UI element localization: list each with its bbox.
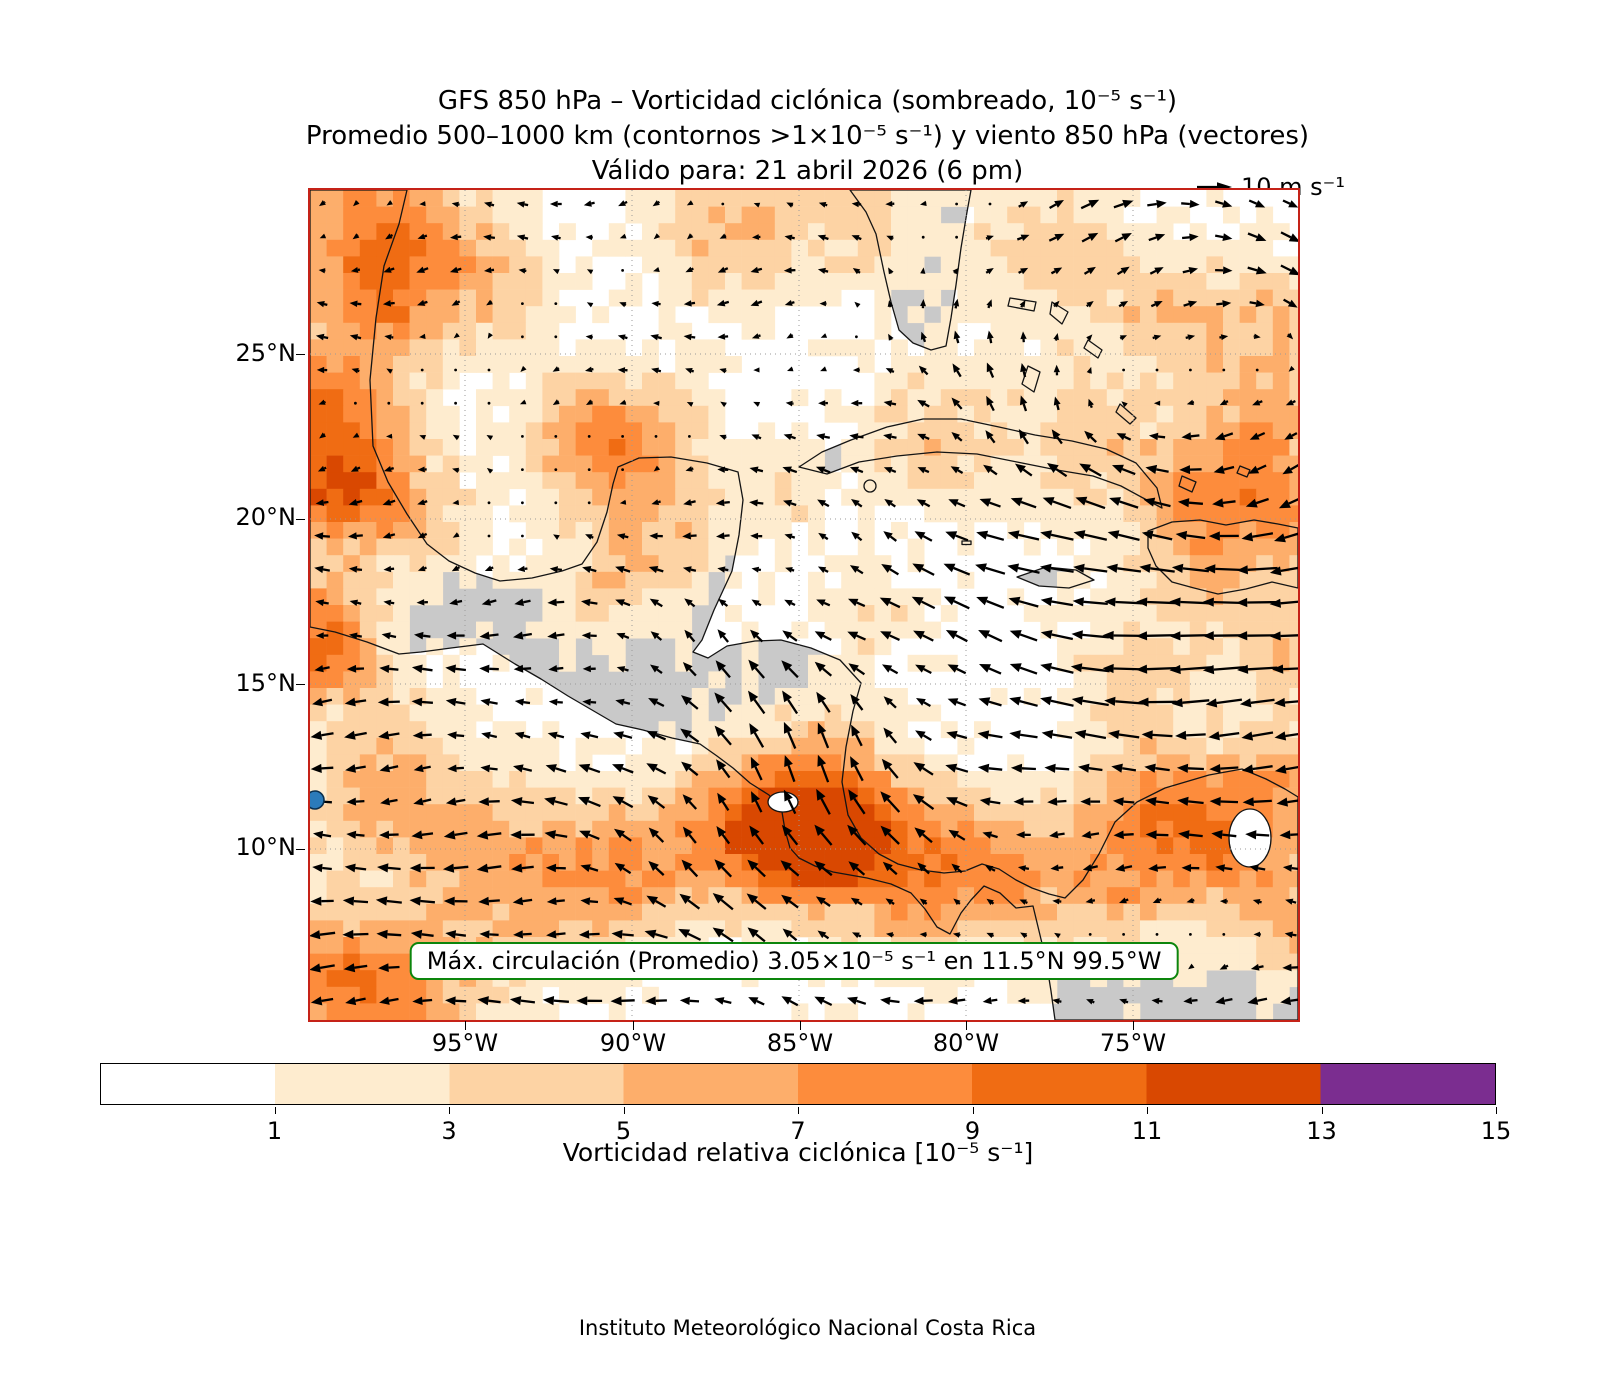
colorbar-tick: [798, 1107, 799, 1114]
colorbar-gradient: [100, 1063, 1496, 1105]
colorbar-tick-label: 15: [1480, 1117, 1512, 1145]
colorbar-tick: [1147, 1107, 1148, 1114]
title-line-2: Promedio 500–1000 km (contornos >1×10⁻⁵ …: [305, 121, 1310, 151]
x-axis-tick: [966, 1021, 967, 1030]
colorbar-label: Vorticidad relativa ciclónica [10⁻⁵ s⁻¹]: [562, 1138, 1034, 1167]
max-circulation-marker: [310, 790, 325, 810]
x-axis-tick: [633, 1021, 634, 1030]
y-axis-tick: [296, 354, 305, 355]
y-axis-tick: [296, 684, 305, 685]
x-axis-label-95w: 95°W: [431, 1029, 499, 1057]
chart-title: GFS 850 hPa – Vorticidad ciclónica (somb…: [0, 84, 1615, 189]
y-axis-label-25n: 25°N: [235, 339, 297, 367]
x-axis-label-90w: 90°W: [599, 1029, 667, 1057]
y-axis-label-10n: 10°N: [235, 833, 297, 861]
colorbar-tick-label: 7: [790, 1117, 806, 1145]
colorbar-tick: [972, 1107, 974, 1114]
y-axis-tick: [296, 519, 305, 520]
lake-maracaibo: [1228, 808, 1272, 868]
colorbar-tick-label: 1: [266, 1117, 283, 1145]
credit-text: Instituto Meteorológico Nacional Costa R…: [578, 1316, 1037, 1340]
x-axis-label-75w: 75°W: [1099, 1029, 1167, 1057]
colorbar-tick-label: 13: [1306, 1117, 1337, 1145]
x-axis-tick: [800, 1021, 801, 1030]
colorbar-tick: [274, 1107, 276, 1114]
map-panel: Máx. circulación (Promedio) 3.05×10⁻⁵ s⁻…: [308, 188, 1300, 1022]
colorbar-tick-label: 5: [615, 1117, 632, 1145]
colorbar-tick: [449, 1107, 450, 1114]
graticule: [310, 190, 1298, 1020]
x-axis-label-85w: 85°W: [766, 1029, 834, 1057]
colorbar: 1 3 5 7 9 11 13 15: [100, 1063, 1511, 1145]
colorbar-tick: [1321, 1107, 1323, 1114]
colorbar-tick: [1496, 1107, 1497, 1114]
colorbar-tick: [623, 1107, 625, 1114]
map-plot: [310, 190, 1298, 1020]
colorbar-tick-label: 3: [441, 1117, 457, 1145]
x-axis-tick: [1133, 1021, 1134, 1030]
y-axis-tick: [296, 849, 305, 850]
x-axis-label-80w: 80°W: [932, 1029, 1000, 1057]
y-axis-label-20n: 20°N: [235, 503, 297, 531]
max-circulation-annotation: Máx. circulación (Promedio) 3.05×10⁻⁵ s⁻…: [409, 942, 1179, 980]
title-line-3: Válido para: 21 abril 2026 (6 pm): [591, 156, 1024, 186]
title-line-1: GFS 850 hPa – Vorticidad ciclónica (somb…: [437, 86, 1178, 116]
vorticity-shading: [310, 190, 1298, 1020]
coastlines: [310, 190, 1298, 1020]
x-axis-tick: [465, 1021, 466, 1030]
colorbar-tick-label: 9: [964, 1117, 981, 1145]
colorbar-tick-label: 11: [1131, 1117, 1163, 1145]
y-axis-label-15n: 15°N: [235, 669, 297, 697]
